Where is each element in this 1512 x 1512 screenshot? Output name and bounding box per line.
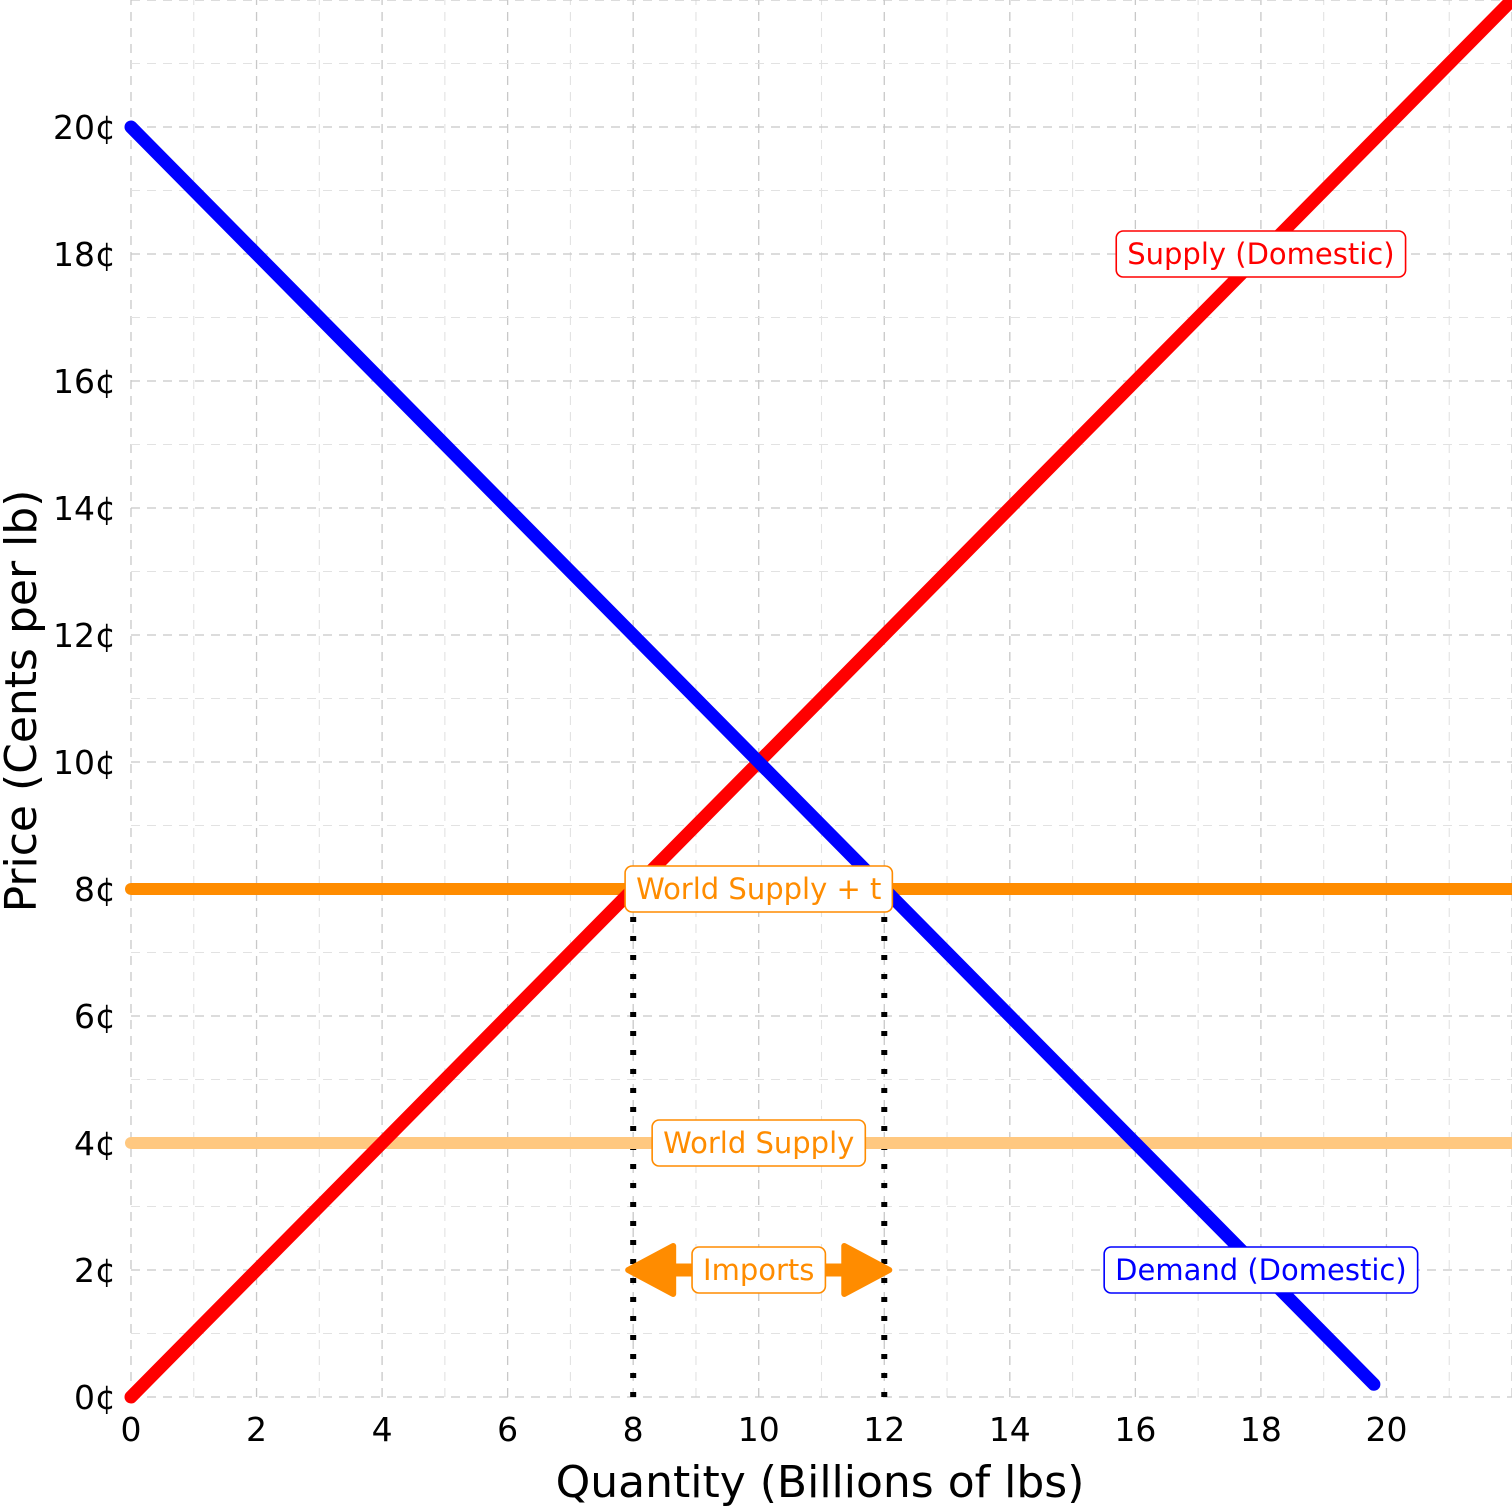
imports-arrow-right-head xyxy=(841,1243,893,1297)
y-tick-label-20: 20¢ xyxy=(53,108,116,147)
x-tick-label-6: 6 xyxy=(497,1410,518,1449)
tick-labels: 0 2 4 6 8 10 12 14 16 18 20 0¢ 2¢ 4¢ 6¢ 8¢ 10¢ 12¢ 14¢ 16¢ 1… xyxy=(53,108,1407,1449)
imports-label: Imports xyxy=(691,1246,827,1294)
y-tick-label-2: 2¢ xyxy=(74,1251,116,1290)
series-label-world-supply-text: World Supply xyxy=(663,1126,854,1160)
x-tick-label-0: 0 xyxy=(121,1410,142,1449)
imports-label-text: Imports xyxy=(703,1253,814,1287)
y-axis-title: Price (Cents per lb) xyxy=(0,490,47,913)
imports-arrow-left-head xyxy=(625,1243,677,1297)
x-tick-label-14: 14 xyxy=(989,1410,1031,1449)
series-label-supply-domestic: Supply (Domestic) xyxy=(1115,230,1407,278)
y-tick-label-0: 0¢ xyxy=(74,1378,116,1417)
series-labels: Imports Supply (Domestic) Demand (Domestic… xyxy=(624,230,1419,1294)
x-tick-label-12: 12 xyxy=(863,1410,905,1449)
y-tick-label-16: 16¢ xyxy=(53,362,116,401)
y-tick-label-8: 8¢ xyxy=(74,870,116,909)
x-tick-label-18: 18 xyxy=(1240,1410,1282,1449)
x-tick-label-8: 8 xyxy=(623,1410,644,1449)
x-axis-title: Quantity (Billions of lbs) xyxy=(556,1457,1085,1508)
series-label-demand-domestic: Demand (Domestic) xyxy=(1103,1246,1419,1294)
series-label-supply-domestic-text: Supply (Domestic) xyxy=(1127,237,1394,271)
series-label-demand-domestic-box xyxy=(1103,1246,1419,1294)
y-tick-label-18: 18¢ xyxy=(53,235,116,274)
x-tick-label-2: 2 xyxy=(246,1410,267,1449)
x-tick-label-10: 10 xyxy=(738,1410,780,1449)
series-label-demand-domestic-text: Demand (Domestic) xyxy=(1115,1253,1406,1287)
series-label-world-supply: World Supply xyxy=(651,1119,867,1167)
series-label-world-supply-box xyxy=(651,1119,867,1167)
x-tick-label-4: 4 xyxy=(372,1410,393,1449)
y-tick-label-4: 4¢ xyxy=(74,1124,116,1163)
series-line-demand-domestic xyxy=(124,120,1381,1391)
series-label-supply-domestic-box xyxy=(1115,230,1407,278)
y-tick-label-10: 10¢ xyxy=(53,743,116,782)
series-label-world-supply-t: World Supply + t xyxy=(624,865,894,913)
imports-label-box xyxy=(691,1246,827,1294)
x-tick-label-20: 20 xyxy=(1365,1410,1407,1449)
series-label-world-supply-t-box xyxy=(624,865,894,913)
x-tick-label-16: 16 xyxy=(1114,1410,1156,1449)
y-tick-label-6: 6¢ xyxy=(74,997,116,1036)
y-tick-label-14: 14¢ xyxy=(53,489,116,528)
series-label-world-supply-t-text: World Supply + t xyxy=(636,872,881,906)
y-tick-label-12: 12¢ xyxy=(53,616,116,655)
